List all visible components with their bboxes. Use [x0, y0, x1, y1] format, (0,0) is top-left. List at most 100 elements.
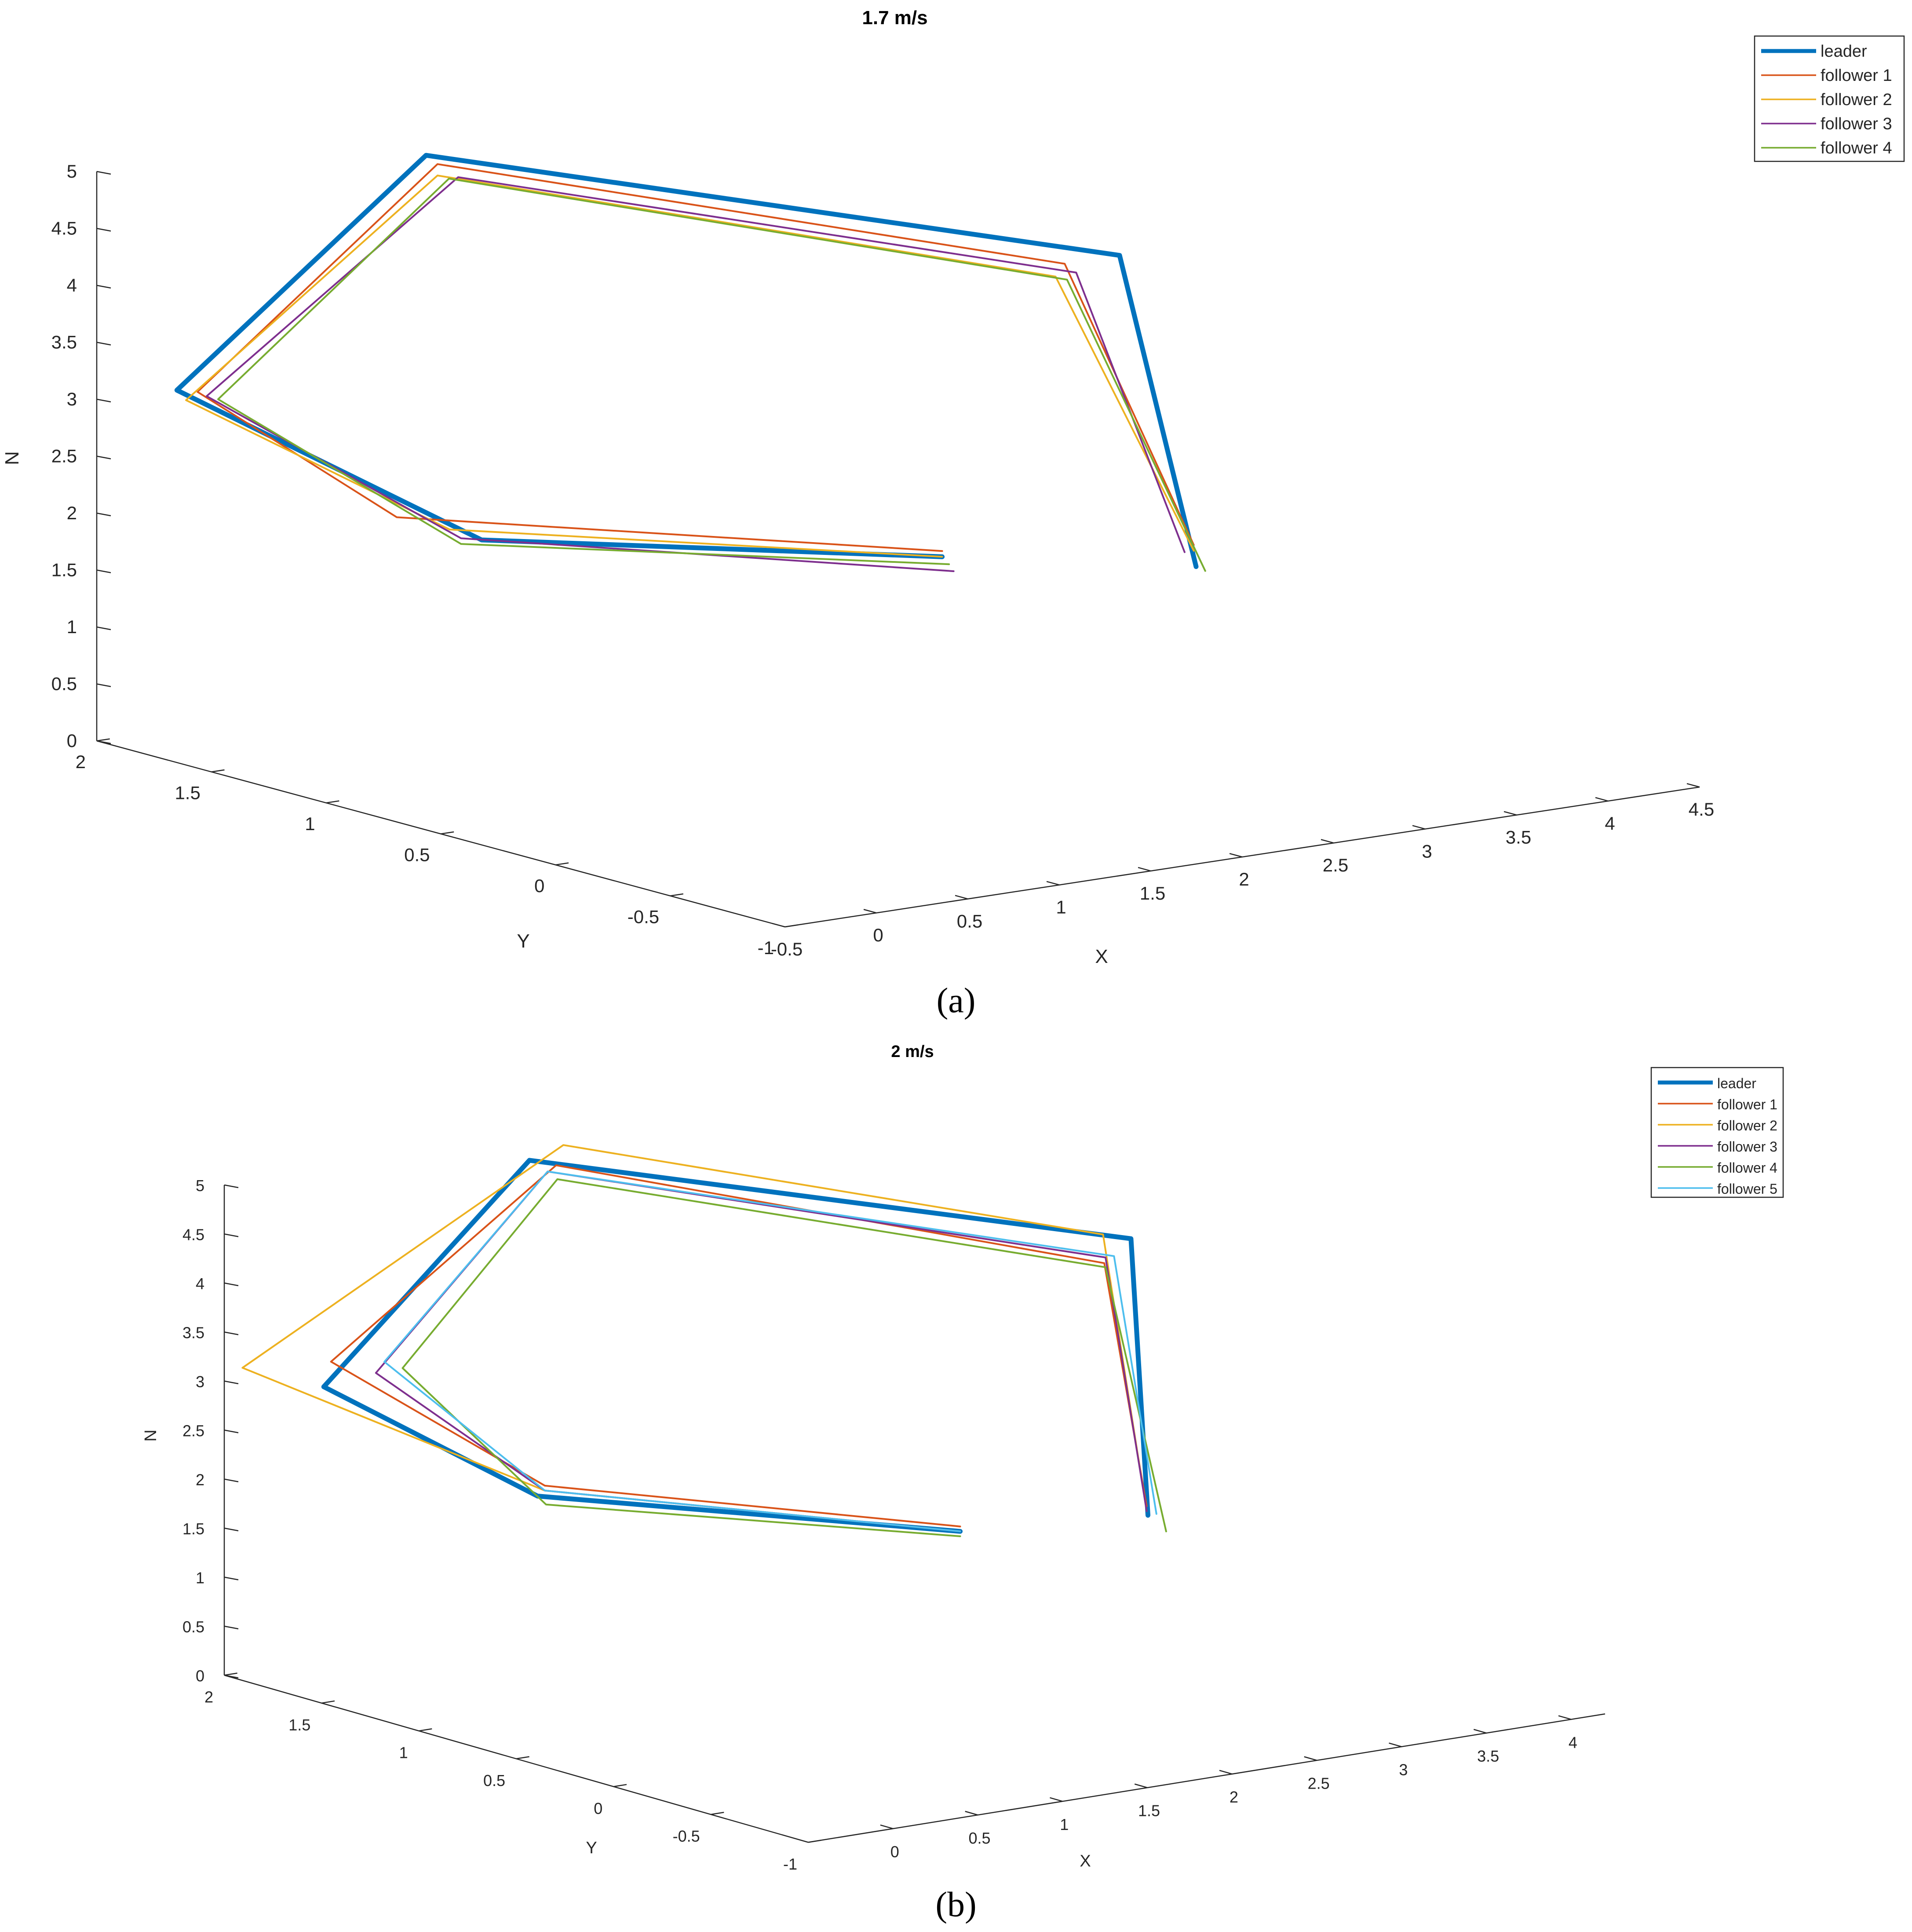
y-tick — [326, 800, 339, 804]
z-tick — [224, 1331, 239, 1335]
z-tick-label: 1 — [196, 1569, 204, 1587]
z-tick — [96, 398, 111, 403]
x-tick-label: 4 — [1605, 813, 1615, 834]
y-tick — [613, 1784, 627, 1787]
x-tick — [1219, 1770, 1233, 1775]
y-axis-label: Y — [586, 1839, 597, 1857]
y-tick — [224, 1672, 237, 1676]
x-tick — [1134, 1783, 1148, 1788]
x-axis-label: X — [1095, 946, 1108, 967]
z-tick — [224, 1233, 239, 1237]
y-tick-label: -0.5 — [628, 907, 659, 927]
x-tick — [1503, 811, 1517, 816]
z-tick-label: 3.5 — [182, 1324, 204, 1342]
z-tick-label: 5 — [196, 1177, 204, 1195]
x-tick-label: 1 — [1056, 897, 1066, 918]
z-tick-label: 2.5 — [51, 446, 77, 467]
z-tick-label: 5 — [67, 161, 77, 182]
z-tick-label: 1.5 — [51, 560, 77, 580]
z-tick — [224, 1674, 239, 1679]
x-tick-label: 2 — [1239, 869, 1249, 889]
x-tick — [863, 909, 877, 914]
series-line-follower-1 — [197, 163, 1195, 552]
y-tick-label: 0 — [594, 1799, 602, 1817]
x-tick — [1473, 1729, 1487, 1734]
y-tick-label: -0.5 — [673, 1827, 700, 1845]
series-line-follower-1 — [330, 1164, 1148, 1527]
z-tick — [224, 1527, 239, 1531]
y-tick-label: 2 — [76, 751, 86, 772]
legend-label: follower 1 — [1821, 66, 1892, 85]
x-tick-label: 0.5 — [957, 911, 982, 931]
series-line-follower-3 — [205, 176, 1186, 572]
series-line-leader — [321, 1158, 1150, 1534]
z-tick-label: 2 — [196, 1471, 204, 1489]
x-tick — [955, 895, 968, 900]
z-tick-label: 3 — [67, 389, 77, 409]
legend-box — [1650, 1067, 1784, 1198]
legend-label: follower 3 — [1821, 115, 1892, 133]
z-tick-label: 0.5 — [51, 674, 77, 694]
z-tick-label: 4 — [67, 275, 77, 295]
legend-label: follower 5 — [1717, 1181, 1777, 1197]
y-tick-label: 1.5 — [175, 783, 200, 803]
y-tick-label: -1 — [758, 937, 774, 958]
series-line-follower-4 — [401, 1178, 1167, 1537]
z-tick-label: 2.5 — [182, 1422, 204, 1440]
panel-label: (b) — [935, 1885, 976, 1924]
x-axis-line — [808, 1713, 1605, 1843]
z-tick-label: 1 — [67, 616, 77, 637]
z-tick-label: 0 — [67, 730, 77, 751]
legend-label: leader — [1821, 42, 1867, 61]
y-tick-label: -1 — [783, 1855, 797, 1873]
panel-label: (a) — [937, 981, 976, 1020]
x-tick — [1050, 1797, 1063, 1802]
y-tick-label: 2 — [204, 1688, 213, 1706]
x-axis-label: X — [1080, 1852, 1091, 1870]
x-tick-label: 3 — [1422, 841, 1432, 861]
chart-title: 2 m/s — [891, 1043, 934, 1061]
y-axis-label: Y — [517, 930, 529, 952]
y-tick-label: 1 — [399, 1744, 408, 1762]
x-tick — [880, 1824, 894, 1830]
x-tick-label: 2.5 — [1323, 855, 1348, 875]
x-tick — [1595, 797, 1609, 802]
z-tick-label: 4 — [196, 1275, 204, 1293]
y-tick-label: 1 — [305, 813, 315, 834]
x-tick-label: 3.5 — [1477, 1747, 1499, 1765]
y-tick — [96, 738, 110, 742]
z-axis-label: N — [1, 451, 23, 465]
x-tick — [1138, 867, 1151, 872]
z-tick-label: 4.5 — [51, 218, 77, 239]
x-tick-label: -0.5 — [771, 939, 803, 959]
panel-b: 00.511.522.533.54-1-0.500.511.5200.511.5… — [142, 1043, 1784, 1924]
z-tick — [224, 1626, 239, 1629]
z-tick — [224, 1380, 239, 1385]
z-tick — [96, 342, 111, 346]
x-tick-label: 0 — [890, 1843, 899, 1861]
legend-label: follower 1 — [1717, 1097, 1777, 1112]
y-tick — [785, 924, 798, 928]
legend-label: leader — [1717, 1075, 1756, 1091]
z-tick — [96, 228, 111, 232]
z-tick — [224, 1478, 239, 1483]
x-tick-label: 1.5 — [1140, 883, 1165, 904]
legend-label: follower 4 — [1717, 1160, 1777, 1176]
x-tick-label: 3 — [1399, 1761, 1408, 1779]
z-tick — [96, 171, 111, 175]
y-tick — [670, 893, 684, 897]
y-tick-label: 0.5 — [483, 1772, 505, 1790]
legend-label: follower 4 — [1821, 139, 1892, 157]
y-tick — [211, 769, 225, 773]
chart-title: 1.7 m/s — [862, 7, 927, 29]
x-tick-label: 2 — [1230, 1788, 1238, 1806]
z-tick-label: 2 — [67, 503, 77, 523]
z-tick — [96, 284, 111, 289]
x-tick — [1304, 1756, 1317, 1761]
y-tick — [808, 1839, 821, 1843]
legend: leader follower 1 follower 2 follower 3 foll… — [1650, 1067, 1784, 1198]
x-tick-label: 0.5 — [969, 1829, 991, 1847]
legend-label: follower 2 — [1821, 91, 1892, 109]
